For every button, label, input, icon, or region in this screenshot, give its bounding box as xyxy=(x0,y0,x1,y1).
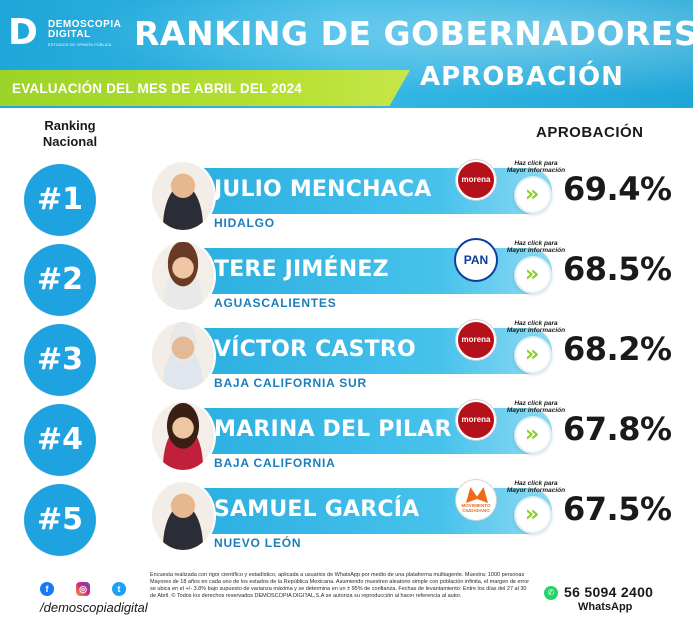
rank-badge: #1 xyxy=(24,164,96,236)
more-info-button[interactable]: » xyxy=(514,496,552,534)
more-info-button[interactable]: » xyxy=(514,336,552,374)
more-info-button[interactable]: » xyxy=(514,416,552,454)
logo-name: DEMOSCOPIA DIGITAL xyxy=(48,19,122,40)
governor-photo xyxy=(150,160,216,232)
instagram-icon[interactable]: ◎ xyxy=(76,582,90,596)
facebook-icon[interactable]: f xyxy=(40,582,54,596)
demoscopia-logo: D DEMOSCOPIA DIGITAL ESTUDIOS DE OPINIÓN… xyxy=(8,14,138,54)
approval-value: 67.5% xyxy=(563,490,672,528)
chevron-right-icon: » xyxy=(525,262,539,287)
click-more-hint: Haz click para Mayor información xyxy=(506,320,566,334)
chevron-right-icon: » xyxy=(525,342,539,367)
rank-badge: #2 xyxy=(24,244,96,316)
social-links: f ◎ t xyxy=(40,582,140,598)
whatsapp-icon[interactable]: ✆ xyxy=(544,586,558,600)
governor-name: SAMUEL GARCÍA xyxy=(214,497,420,522)
approval-value: 69.4% xyxy=(563,170,672,208)
governor-photo xyxy=(150,480,216,552)
party-logo-morena: morena xyxy=(456,400,496,440)
approval-column-label: APROBACIÓN xyxy=(536,124,644,141)
ranking-row-2: #2 TERE JIMÉNEZ AGUASCALIENTES PAN Haz c… xyxy=(0,240,693,320)
governor-name: TERE JIMÉNEZ xyxy=(214,257,389,282)
governor-name: VÍCTOR CASTRO xyxy=(214,337,416,362)
state-name: BAJA CALIFORNIA xyxy=(214,456,336,470)
methodology-disclaimer: Encuesta realizada con rigor científico … xyxy=(150,572,530,599)
page-title: RANKING DE GOBERNADORES xyxy=(134,14,693,53)
ranking-row-4: #4 MARINA DEL PILAR BAJA CALIFORNIA more… xyxy=(0,400,693,480)
ranking-row-5: #5 SAMUEL GARCÍA NUEVO LEÓN MOVIMIENTO C… xyxy=(0,480,693,560)
name-band: SAMUEL GARCÍA xyxy=(180,488,552,534)
chevron-right-icon: » xyxy=(525,422,539,447)
governor-name: JULIO MENCHACA xyxy=(214,177,432,202)
ranking-row-3: #3 VÍCTOR CASTRO BAJA CALIFORNIA SUR mor… xyxy=(0,320,693,400)
party-name: MOVIMIENTO CIUDADANO xyxy=(461,503,491,513)
party-logo-pan: PAN xyxy=(456,240,496,280)
logo-subtitle: ESTUDIOS DE OPINIÓN PÚBLICA xyxy=(48,42,112,47)
twitter-icon[interactable]: t xyxy=(112,582,126,596)
state-name: HIDALGO xyxy=(214,216,275,230)
more-info-button[interactable]: » xyxy=(514,176,552,214)
party-logo-movimiento-ciudadano: MOVIMIENTO CIUDADANO xyxy=(456,480,496,520)
name-band: MARINA DEL PILAR xyxy=(180,408,552,454)
governor-photo xyxy=(150,400,216,472)
evaluation-bar: EVALUACIÓN DEL MES DE ABRIL DEL 2024 xyxy=(0,70,410,106)
governor-photo xyxy=(150,320,216,392)
social-handle: /demoscopiadigital xyxy=(40,600,148,615)
name-band: VÍCTOR CASTRO xyxy=(180,328,552,374)
rank-badge: #4 xyxy=(24,404,96,476)
name-band: JULIO MENCHACA xyxy=(180,168,552,214)
state-name: BAJA CALIFORNIA SUR xyxy=(214,376,367,390)
evaluation-text: EVALUACIÓN DEL MES DE ABRIL DEL 2024 xyxy=(12,81,303,96)
approval-value: 68.2% xyxy=(563,330,672,368)
more-info-button[interactable]: » xyxy=(514,256,552,294)
governor-name: MARINA DEL PILAR xyxy=(214,417,452,442)
rank-badge: #3 xyxy=(24,324,96,396)
click-more-hint: Haz click para Mayor información xyxy=(506,400,566,414)
eagle-icon xyxy=(466,487,488,503)
governor-photo xyxy=(150,240,216,312)
rank-badge: #5 xyxy=(24,484,96,556)
approval-value: 67.8% xyxy=(563,410,672,448)
click-more-hint: Haz click para Mayor información xyxy=(506,480,566,494)
header-banner: D DEMOSCOPIA DIGITAL ESTUDIOS DE OPINIÓN… xyxy=(0,0,693,108)
name-band: TERE JIMÉNEZ xyxy=(180,248,552,294)
chevron-right-icon: » xyxy=(525,502,539,527)
state-name: NUEVO LEÓN xyxy=(214,536,302,550)
party-logo-morena: morena xyxy=(456,160,496,200)
click-more-hint: Haz click para Mayor información xyxy=(506,240,566,254)
approval-subtitle: APROBACIÓN xyxy=(420,62,624,92)
whatsapp-label: WhatsApp xyxy=(578,601,633,613)
party-logo-morena: morena xyxy=(456,320,496,360)
whatsapp-phone[interactable]: 56 5094 2400 xyxy=(564,584,654,600)
state-name: AGUASCALIENTES xyxy=(214,296,337,310)
approval-value: 68.5% xyxy=(563,250,672,288)
ranking-label: Ranking Nacional xyxy=(42,118,98,149)
logo-letter: D xyxy=(8,12,38,53)
ranking-row-1: #1 JULIO MENCHACA HIDALGO morena Haz cli… xyxy=(0,160,693,240)
chevron-right-icon: » xyxy=(525,182,539,207)
click-more-hint: Haz click para Mayor información xyxy=(506,160,566,174)
